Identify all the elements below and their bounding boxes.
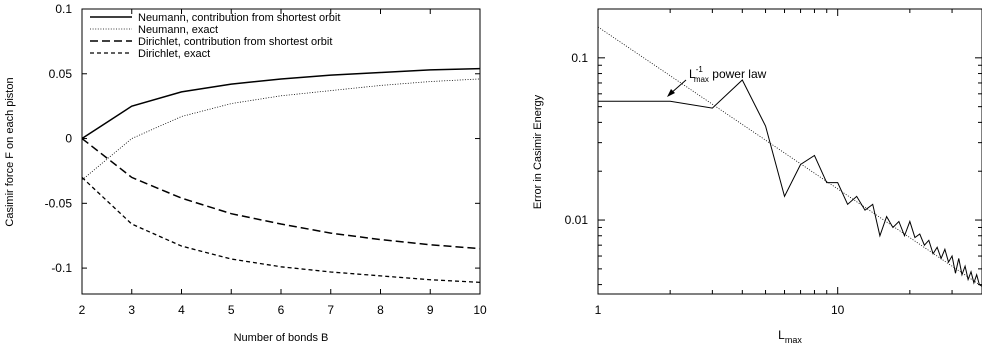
annotation-label: L-1 max power law [689,65,767,84]
right-y-axis-label: Error in Casimir Energy [532,94,544,209]
left-y-axis-label: Casimir force F on each piston [4,77,16,226]
legend-label-2: Dirichlet, contribution from shortest or… [138,36,332,48]
left-x-tick-label: 2 [79,303,86,317]
legend-label-0: Neumann, contribution from shortest orbi… [138,12,340,24]
left-x-tick-label: 8 [377,303,384,317]
legend-label-1: Neumann, exact [138,24,218,36]
right-plot-frame [597,8,982,295]
left-x-tick-label: 6 [278,303,285,317]
left-y-tick-label: 0 [65,132,72,146]
error-series-line [598,79,982,287]
error-casimir-energy-chart: 1 100.10.01 Lmax Error in Casimir Energy … [532,8,982,345]
left-x-tick-label: 4 [178,303,185,317]
annotation-arrowhead [667,89,675,97]
right-x-axis-label: Lmax [778,328,802,345]
left-x-tick-label: 3 [128,303,135,317]
casimir-force-chart: 2 3 4 5 6 7 8 9 10 0.1 0.05 0 -0.05 -0.1 Neumann, con… [4,2,487,344]
left-series-line-3 [81,176,481,283]
left-x-tick-label: 5 [228,303,235,317]
right-x-tick-label: 1 [595,303,602,317]
power-law-fit-line [597,26,982,287]
left-x-tick-label: 9 [427,303,434,317]
right-x-tick-label: 10 [831,303,845,317]
left-series-line-1 [81,78,481,181]
legend-label-3: Dirichlet, exact [138,48,210,60]
left-x-tick-label: 10 [473,303,487,317]
left-series-line-0 [81,67,481,140]
left-y-tick-label: 0.1 [55,2,72,16]
left-y-tick-label: -0.05 [45,196,73,210]
right-y-tick-label: 0.1 [571,51,588,65]
left-x-tick-label: 7 [327,303,334,317]
left-series-line-2 [81,137,481,250]
left-y-tick-label: 0.05 [49,67,73,81]
left-x-axis-label: Number of bonds B [234,332,329,344]
left-legend: Neumann, contribution from shortest orbi… [90,12,340,60]
power-law-annotation: L-1 max power law [667,65,767,97]
right-y-tick-label: 0.01 [565,213,589,227]
left-y-tick-label: -0.1 [51,261,72,275]
